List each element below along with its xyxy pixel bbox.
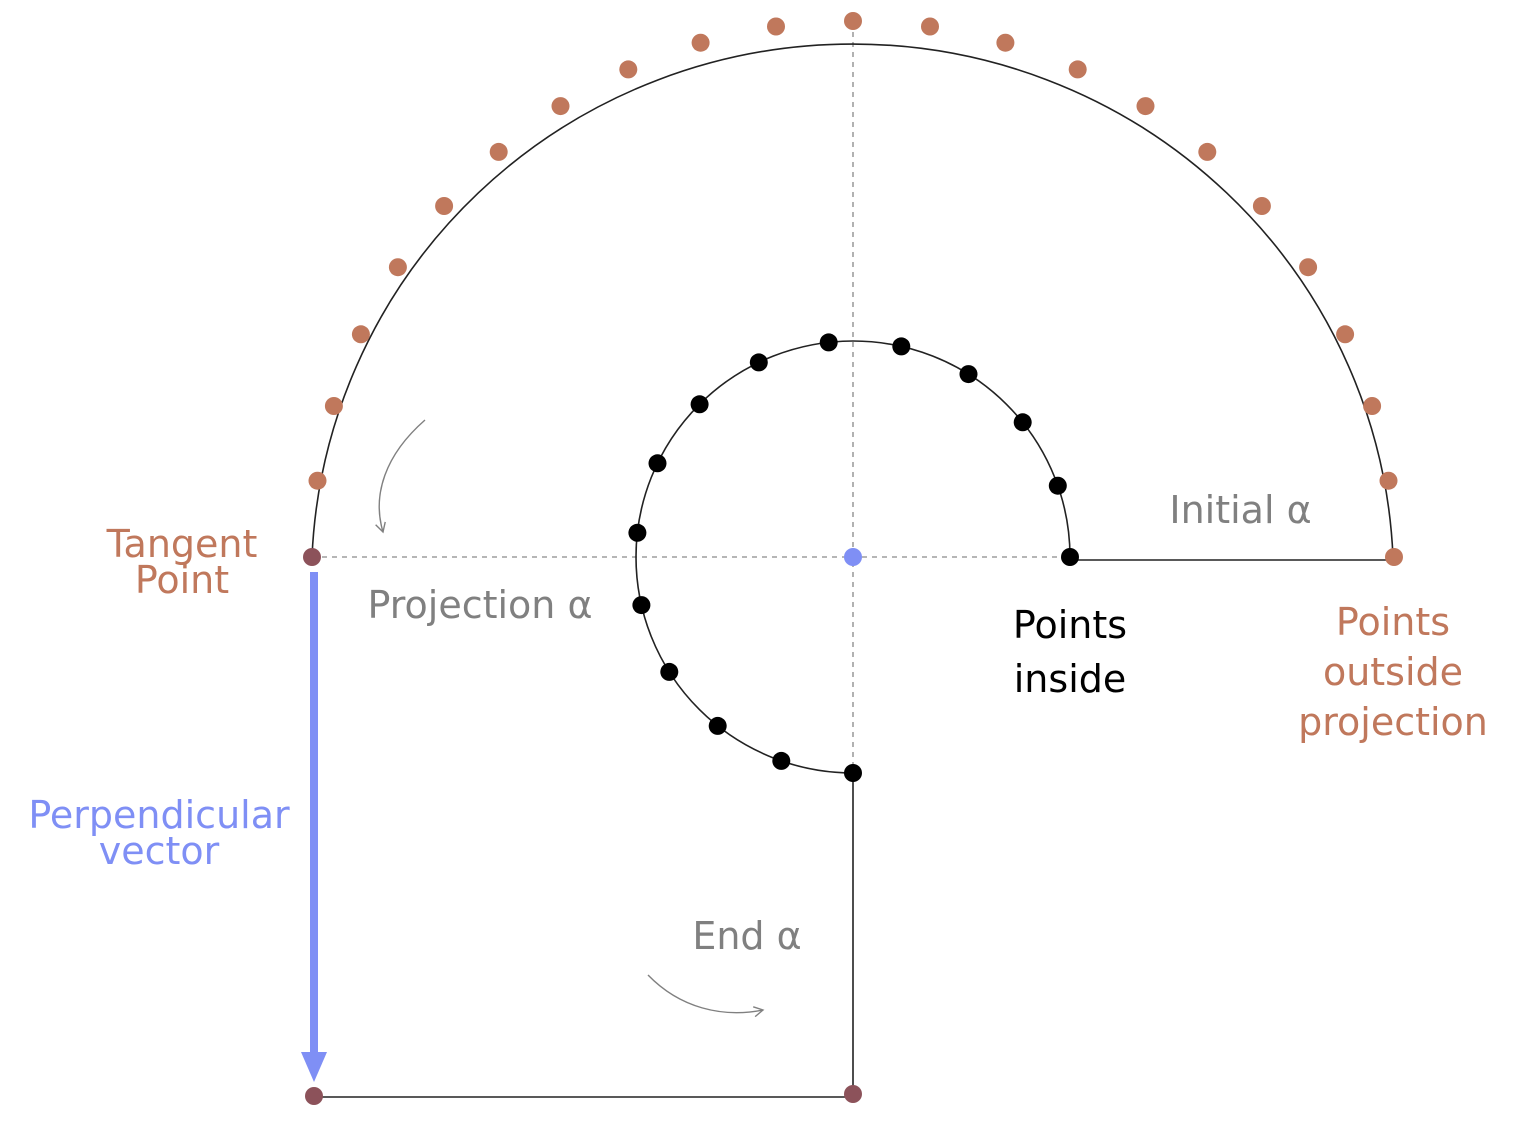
inner-points-group	[628, 333, 1079, 782]
perpendicular-vector-label-line-1: Perpendicular	[28, 793, 290, 837]
inner-point	[660, 662, 679, 681]
outer-point	[1379, 471, 1398, 490]
initial-alpha-label: Initial α	[1169, 488, 1312, 532]
outer-point	[691, 33, 710, 52]
outer-point	[324, 397, 343, 415]
outer-point	[351, 325, 370, 344]
inner-point	[632, 596, 651, 615]
outer-point	[996, 33, 1015, 52]
outer-point	[1363, 397, 1382, 415]
tangent-point-label: Tangent Point	[92, 519, 272, 605]
outer-point	[921, 17, 939, 36]
inner-point	[628, 523, 647, 542]
outer-point	[1336, 325, 1355, 344]
bottom-right-point	[844, 1085, 862, 1103]
inner-point	[690, 395, 709, 414]
points-outside-label-line-2: outside	[1322, 650, 1464, 694]
perpendicular-vector-label-line-2: vector	[98, 829, 220, 873]
outer-point	[619, 60, 638, 79]
inner-point	[844, 764, 862, 782]
end-alpha-label: End α	[692, 914, 802, 958]
points-outside-label-line-3: projection	[1298, 700, 1488, 744]
points-inside-label: Points inside	[985, 600, 1155, 704]
outer-point	[767, 17, 785, 36]
inner-point	[1048, 476, 1067, 495]
points-inside-label-line-1: Points	[1012, 603, 1128, 647]
outer-point	[1252, 197, 1271, 215]
tangent-point-label-line-2: Point	[134, 558, 230, 602]
inner-point	[648, 454, 667, 473]
outer-point	[1136, 97, 1155, 116]
inner-point	[892, 337, 911, 356]
outer-point	[1198, 142, 1217, 161]
inner-point	[1061, 548, 1079, 566]
outer-point	[388, 258, 407, 277]
tangent-point	[303, 548, 321, 566]
outer-point	[551, 97, 570, 116]
projection-rotation-arrow	[375, 419, 426, 534]
outer-points-group	[308, 12, 1403, 566]
tangent-point-label-line-1: Tangent	[106, 522, 258, 566]
outer-arc	[311, 43, 1394, 558]
outer-point	[308, 471, 327, 490]
points-outside-label-line-1: Points	[1335, 600, 1451, 644]
perpendicular-vector-arrowhead	[301, 1052, 327, 1082]
inner-point	[772, 751, 791, 770]
outer-point	[844, 12, 862, 30]
inner-point	[749, 353, 768, 372]
inner-point	[959, 365, 978, 384]
outer-point	[1385, 548, 1403, 566]
end-rotation-arrow	[647, 974, 765, 1018]
center-point	[844, 548, 862, 566]
points-inside-label-line-2: inside	[1013, 657, 1127, 701]
inner-point	[1013, 413, 1032, 432]
inner-point	[819, 333, 838, 352]
outer-point	[1299, 258, 1318, 277]
outer-point	[489, 142, 508, 161]
outer-point	[1068, 60, 1087, 79]
bottom-left-point	[305, 1087, 323, 1105]
perpendicular-vector-label: Perpendicular vector	[14, 790, 304, 876]
projection-alpha-label: Projection α	[367, 583, 593, 627]
inner-point	[708, 716, 727, 735]
outer-point	[435, 197, 454, 215]
points-outside-projection-label: Points outside projection	[1283, 597, 1503, 747]
